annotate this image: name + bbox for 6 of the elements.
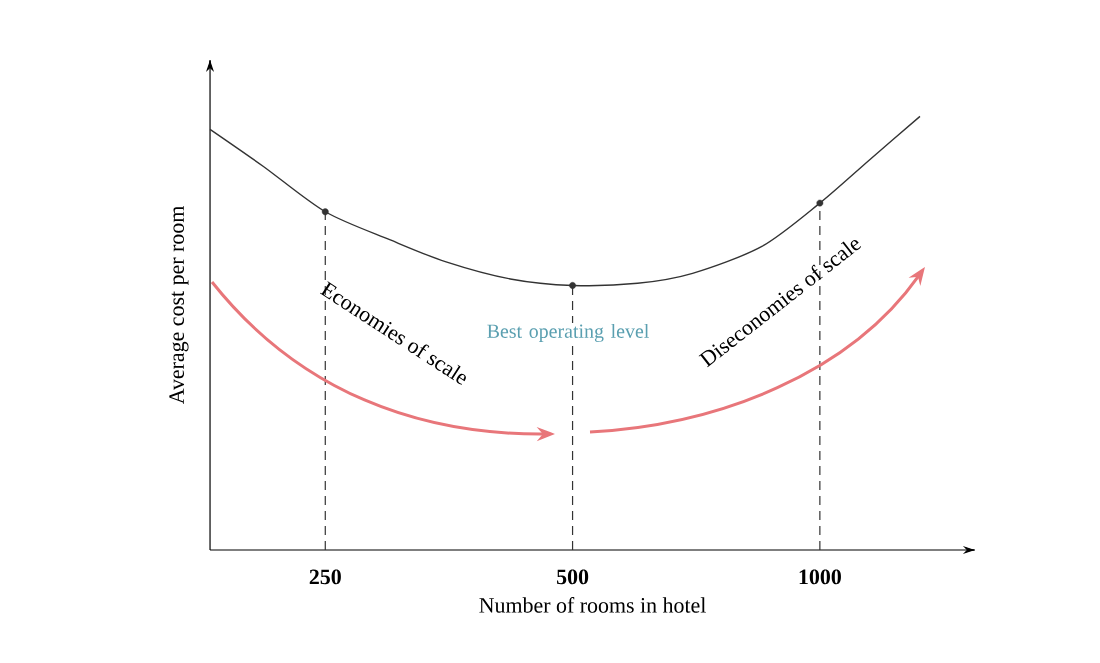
y-axis-title: Average cost per room [169, 206, 189, 405]
annotation: Best operating level [487, 323, 649, 343]
x-tick-label: 500 [557, 569, 589, 585]
x-axis-title: Number of rooms in hotel [479, 597, 706, 613]
x-tick-label: 250 [309, 569, 341, 585]
x-tick-label: 1000 [799, 569, 841, 585]
